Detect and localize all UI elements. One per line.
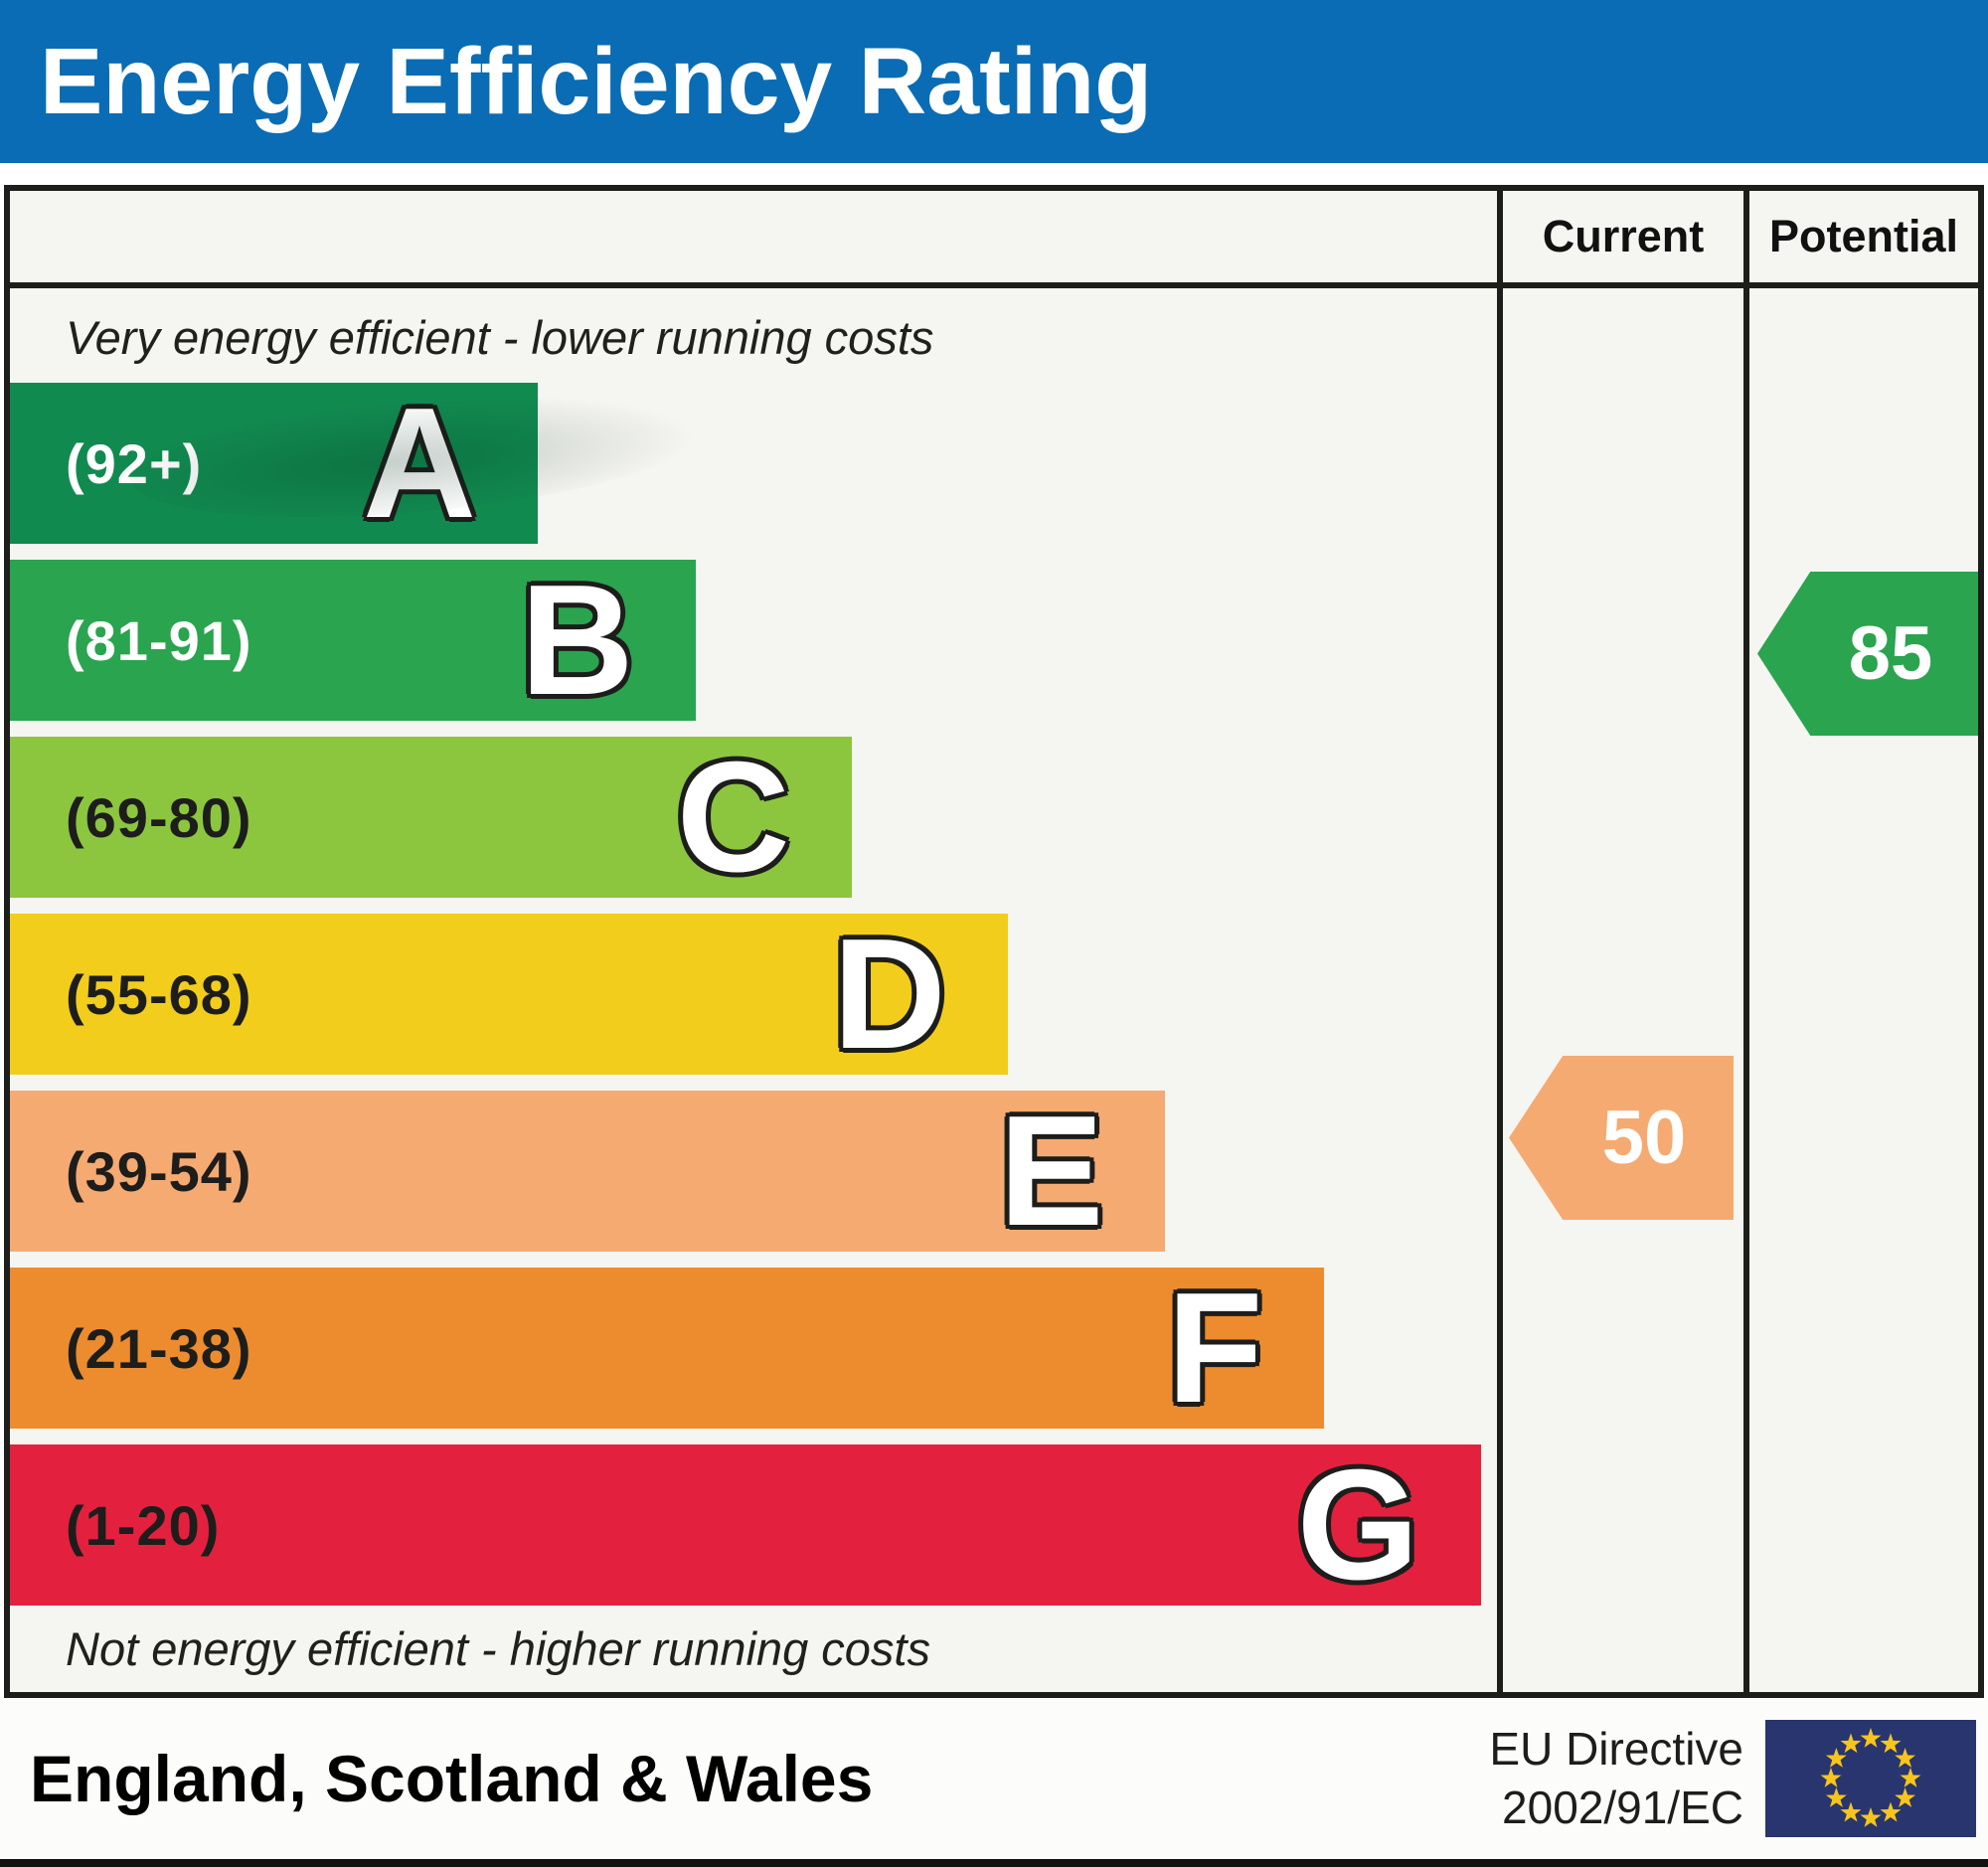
band-letter: G [1296,1438,1419,1612]
band-range-label: (21-38) [66,1316,252,1380]
table-header-row: Current Potential [10,191,1978,288]
table-body-row: Very energy efficient - lower running co… [10,288,1978,1692]
page-title: Energy Efficiency Rating [40,28,1153,134]
rating-band: (1-20) G [10,1444,1481,1606]
potential-rating-value: 85 [1848,611,1933,696]
rating-band: (21-38) F [10,1261,1325,1436]
band-range-label: (55-68) [66,962,252,1026]
eu-directive-label: EU Directive 2002/91/EC [1489,1720,1743,1837]
band-letter: A [362,376,477,551]
current-column-header: Current [1503,191,1749,282]
band-range-label: (81-91) [66,608,252,672]
rating-band: (81-91) B [10,560,696,721]
potential-rating-marker: 85 [1757,572,1978,736]
eu-directive-line1: EU Directive [1489,1723,1743,1776]
footer-right-block: EU Directive 2002/91/EC [1489,1720,1988,1837]
band-letter: F [1166,1261,1263,1436]
band-range-label: (69-80) [66,785,252,849]
rating-band: (69-80) C [10,737,852,898]
bands-container: Very energy efficient - lower running co… [10,288,1503,1692]
region-label: England, Scotland & Wales [30,1742,874,1815]
bottom-note: Not energy efficient - higher running co… [66,1622,930,1675]
band-letter: B [520,553,634,728]
current-column: 50 [1503,288,1749,1692]
header-spacer-cell [10,191,1503,282]
band-range-label: (39-54) [66,1139,252,1203]
rating-band: (92+) A [10,371,710,551]
band-range-label: (1-20) [66,1493,221,1557]
rating-band: (39-54) E [10,1084,1166,1259]
band-letter: E [999,1084,1104,1259]
rating-table: Current Potential Very energy efficient … [4,185,1984,1698]
potential-column: 85 [1749,288,1978,1692]
current-rating-value: 50 [1601,1096,1687,1180]
eu-directive-line2: 2002/91/EC [1502,1782,1743,1833]
rating-band: (55-68) D [10,914,1008,1075]
band-range-label: (92+) [66,431,203,495]
band-letter: D [832,907,946,1082]
footer-bar: England, Scotland & Wales EU Directive 2… [0,1698,1988,1867]
band-letter: C [676,730,790,905]
title-bar: Energy Efficiency Rating [0,0,1988,163]
top-note: Very energy efficient - lower running co… [66,311,934,364]
potential-column-header: Potential [1768,211,1959,261]
current-rating-marker: 50 [1509,1056,1734,1220]
eu-flag-icon [1765,1720,1976,1837]
